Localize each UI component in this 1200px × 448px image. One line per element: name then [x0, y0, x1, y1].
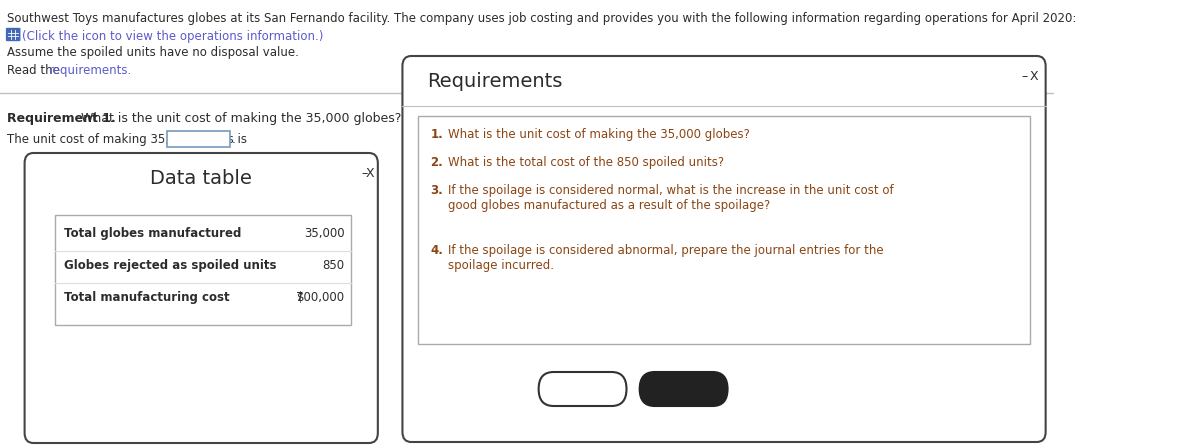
Text: 1.: 1.: [431, 128, 443, 141]
FancyBboxPatch shape: [640, 372, 727, 406]
Text: Total manufacturing cost: Total manufacturing cost: [64, 291, 229, 304]
Text: 35,000: 35,000: [304, 227, 344, 240]
FancyBboxPatch shape: [55, 215, 352, 325]
FancyBboxPatch shape: [6, 29, 19, 40]
Text: Southwest Toys manufactures globes at its San Fernando facility. The company use: Southwest Toys manufactures globes at it…: [7, 12, 1076, 25]
Text: Total globes manufactured: Total globes manufactured: [64, 227, 241, 240]
Text: Data table: Data table: [150, 169, 252, 188]
Text: –: –: [361, 167, 367, 180]
Text: –: –: [1022, 70, 1028, 83]
Text: If the spoilage is considered abnormal, prepare the journal entries for the: If the spoilage is considered abnormal, …: [448, 244, 883, 257]
Text: What is the total cost of the 850 spoiled units?: What is the total cost of the 850 spoile…: [448, 156, 725, 169]
Text: The unit cost of making 35,000 globes is: The unit cost of making 35,000 globes is: [7, 133, 247, 146]
Text: 2.: 2.: [431, 156, 443, 169]
FancyBboxPatch shape: [539, 372, 626, 406]
Text: spoilage incurred.: spoilage incurred.: [448, 259, 554, 272]
Text: What is the unit cost of making the 35,000 globes?: What is the unit cost of making the 35,0…: [448, 128, 750, 141]
Text: Requirement 1.: Requirement 1.: [7, 112, 115, 125]
FancyBboxPatch shape: [402, 56, 1045, 442]
Text: 700,000: 700,000: [296, 291, 344, 304]
Text: 4.: 4.: [431, 244, 444, 257]
Text: $: $: [296, 291, 305, 304]
Text: What is the unit cost of making the 35,000 globes?: What is the unit cost of making the 35,0…: [77, 112, 402, 125]
Text: requirements.: requirements.: [49, 64, 132, 77]
Text: 3.: 3.: [431, 184, 443, 197]
Text: Globes rejected as spoiled units: Globes rejected as spoiled units: [64, 259, 277, 272]
FancyBboxPatch shape: [25, 153, 378, 443]
FancyBboxPatch shape: [419, 116, 1030, 344]
Text: Assume the spoiled units have no disposal value.: Assume the spoiled units have no disposa…: [7, 46, 299, 59]
Text: Read the: Read the: [7, 64, 64, 77]
Text: X: X: [1030, 70, 1039, 83]
Text: Done: Done: [667, 383, 700, 396]
Text: .: .: [232, 133, 235, 146]
FancyBboxPatch shape: [167, 131, 230, 147]
Text: 850: 850: [323, 259, 344, 272]
Text: If the spoilage is considered normal, what is the increase in the unit cost of: If the spoilage is considered normal, wh…: [448, 184, 894, 197]
Text: Requirements: Requirements: [427, 72, 563, 91]
Text: (Click the icon to view the operations information.): (Click the icon to view the operations i…: [22, 30, 323, 43]
Text: X: X: [366, 167, 374, 180]
Text: Print: Print: [569, 383, 596, 396]
Text: good globes manufactured as a result of the spoilage?: good globes manufactured as a result of …: [448, 199, 770, 212]
